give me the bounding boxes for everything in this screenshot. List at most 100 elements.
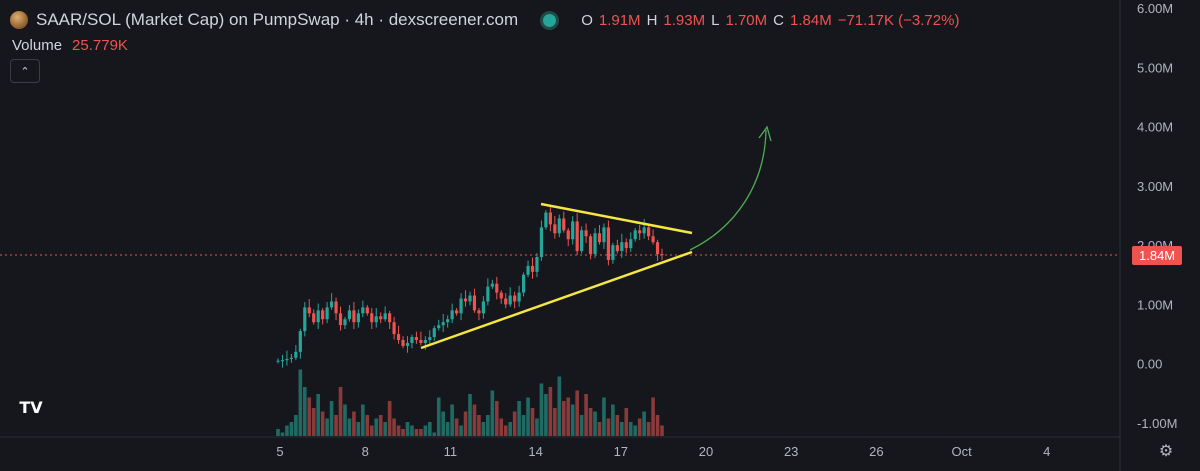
volume-bar <box>486 415 490 436</box>
candle-body <box>615 245 619 252</box>
candle-body <box>624 242 628 249</box>
candle-body <box>490 283 494 287</box>
collapse-legend-button[interactable]: ⌃ <box>10 59 40 83</box>
volume-bar <box>602 397 606 436</box>
candle-body <box>410 337 414 343</box>
volume-bar <box>289 422 294 436</box>
candle-body <box>379 316 383 320</box>
y-tick-label: 4.00M <box>1137 120 1173 135</box>
volume-bar <box>374 418 379 436</box>
candle-body <box>405 342 410 346</box>
candle-body <box>472 295 477 311</box>
candle-body <box>642 227 646 234</box>
volume-bar <box>280 432 285 436</box>
volume-bar <box>463 411 468 436</box>
volume-bar <box>378 415 383 436</box>
gear-icon: ⚙ <box>1158 443 1174 460</box>
candle-body <box>477 310 481 314</box>
volume-bar <box>459 425 463 436</box>
tradingview-logo-text: TV <box>19 397 43 417</box>
candle-body <box>280 360 285 362</box>
candle-body <box>352 310 356 323</box>
chart-header: SAAR/SOL (Market Cap) on PumpSwap · 4h ·… <box>10 10 959 30</box>
volume-bar <box>320 411 325 436</box>
high-key: H <box>646 11 658 29</box>
x-tick-label: 5 <box>276 444 283 459</box>
candle-body <box>553 224 557 234</box>
candle-body <box>504 298 508 305</box>
candle-body <box>325 307 329 320</box>
live-status-icon <box>540 10 560 30</box>
current-price-tag: 1.84M <box>1132 246 1183 265</box>
candle-body <box>432 328 436 338</box>
volume-bar <box>490 390 495 436</box>
x-axis-ticks: 5 8 11 14 17 20 23 26 Oct 4 <box>276 444 1050 459</box>
volume-bar <box>642 411 646 436</box>
volume-bar <box>570 404 575 436</box>
volume-bar <box>620 422 624 436</box>
candle-body <box>530 265 535 272</box>
settings-button[interactable]: ⚙ <box>1156 441 1176 461</box>
lower-trendline[interactable] <box>420 250 693 350</box>
candle-body <box>419 340 423 343</box>
volume-bar <box>588 408 593 436</box>
candle-body <box>396 334 401 340</box>
volume-bar <box>593 411 597 436</box>
candle-body <box>557 218 561 234</box>
candle-body <box>441 322 445 326</box>
volume-bar <box>539 383 544 436</box>
low-key: L <box>711 11 720 29</box>
volume-bar <box>655 415 660 436</box>
volume-bar <box>338 387 343 436</box>
volume-bar <box>307 397 312 436</box>
volume-bar <box>414 429 419 436</box>
volume-bar <box>450 404 454 436</box>
volume-bar <box>347 418 352 436</box>
open-value: 1.91M <box>598 11 641 29</box>
candle-body <box>539 227 544 257</box>
volume-bar <box>361 404 365 436</box>
volume-bar <box>383 422 387 436</box>
candle-body <box>285 358 289 361</box>
close-key: C <box>773 11 784 29</box>
x-tick-label: Oct <box>951 444 972 459</box>
y-tick-label: 1.00M <box>1137 297 1173 312</box>
close-value: 1.84M <box>790 11 832 29</box>
candle-body <box>633 230 637 240</box>
volume-bar <box>294 415 298 436</box>
candle-body <box>437 325 441 329</box>
candle-body <box>455 310 459 314</box>
candle-body <box>312 313 316 323</box>
volume-bar <box>597 422 602 436</box>
candle-body <box>606 227 611 260</box>
candle-body <box>593 233 597 255</box>
candle-body <box>508 295 512 305</box>
candle-body <box>463 298 468 302</box>
volume-bar <box>410 425 414 436</box>
volume-bar <box>285 425 289 436</box>
candle-body <box>289 357 293 359</box>
candle-body <box>580 230 584 252</box>
candle-body <box>513 295 517 302</box>
volume-bar <box>651 397 655 436</box>
projection-arrow-head <box>758 125 772 142</box>
candle-body <box>655 242 660 255</box>
tradingview-logo[interactable]: TV <box>12 392 50 422</box>
candle-body <box>423 340 427 343</box>
chart-title: SAAR/SOL (Market Cap) on PumpSwap · 4h ·… <box>36 10 519 29</box>
token-logo-icon <box>10 11 28 29</box>
candle-body <box>468 295 472 302</box>
candle-body <box>517 292 521 302</box>
candle-body <box>535 257 539 272</box>
candle-body <box>647 227 651 237</box>
upper-trendline[interactable] <box>540 202 693 235</box>
volume-bar <box>624 408 629 436</box>
candle-body <box>392 322 396 335</box>
candle-body <box>588 236 593 255</box>
volume-bar <box>557 376 562 436</box>
projection-arrow-curve[interactable] <box>689 129 767 251</box>
candle-body <box>414 337 419 340</box>
volume-bar <box>579 415 584 436</box>
